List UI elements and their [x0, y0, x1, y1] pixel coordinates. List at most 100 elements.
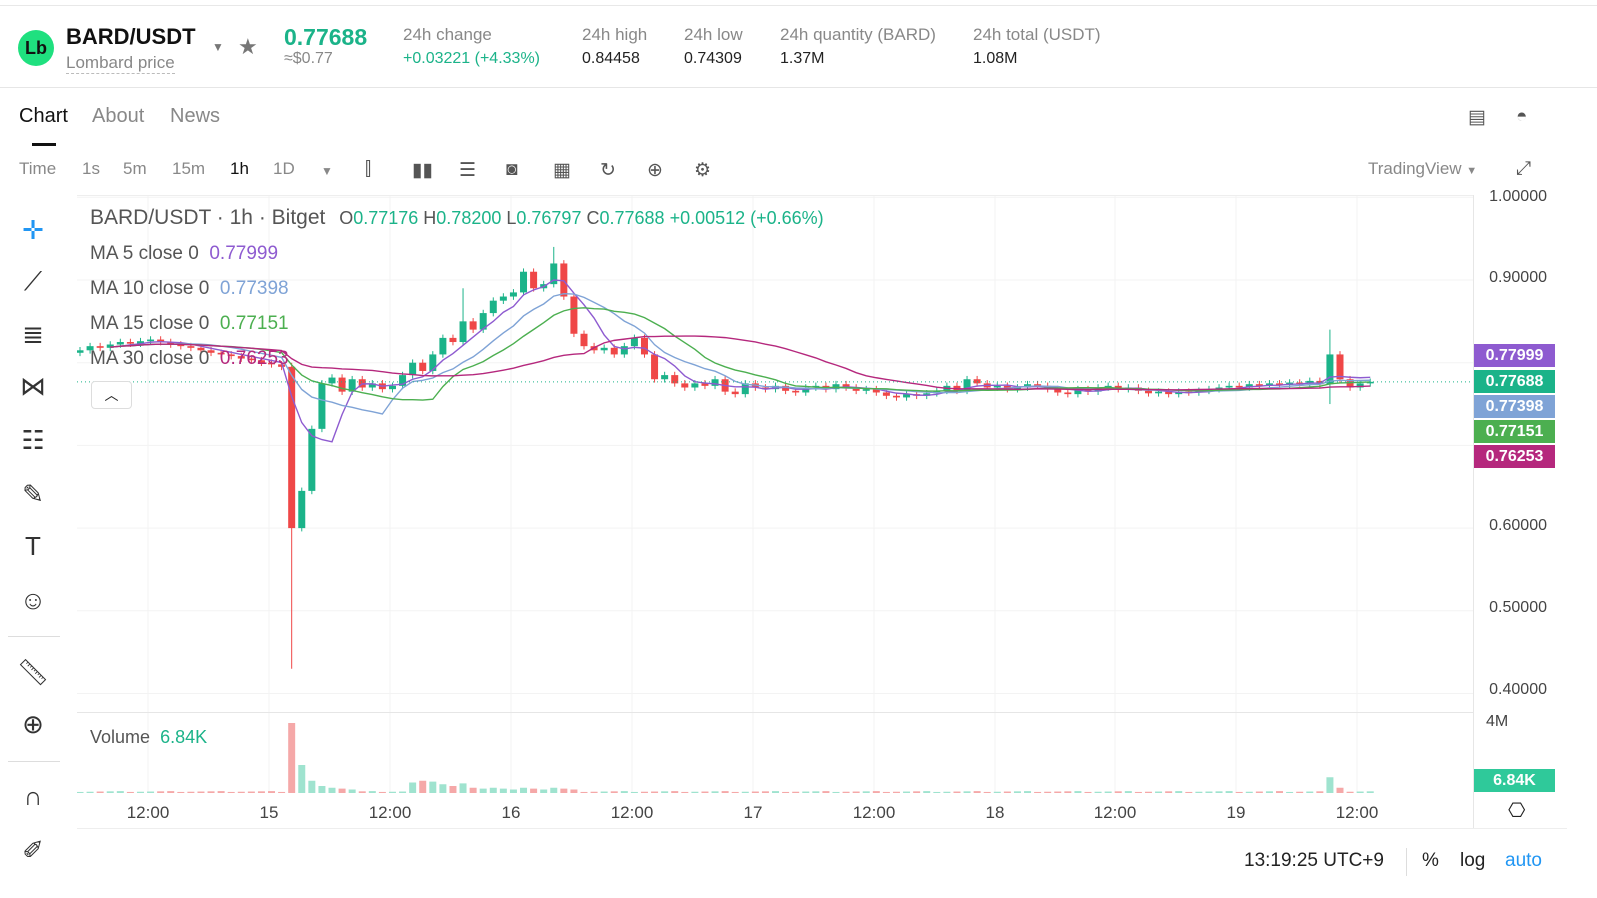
bell-icon[interactable]: ◓: [1516, 106, 1528, 127]
volume-bar: [761, 791, 769, 793]
chevron-down-icon[interactable]: ▼: [321, 164, 333, 178]
refresh-icon[interactable]: ↻: [600, 160, 616, 181]
stat-label: 24h high: [582, 25, 648, 44]
auto-toggle[interactable]: auto: [1505, 850, 1542, 871]
volume-bar: [237, 791, 245, 793]
volume-bar: [1064, 791, 1072, 793]
crosshair-icon[interactable]: ✛: [22, 214, 44, 245]
text-icon[interactable]: T: [25, 530, 41, 561]
ohlc-low: 0.76797: [516, 208, 582, 228]
volume-bar: [862, 791, 870, 793]
candle-body: [439, 337, 447, 355]
axis-divider: [77, 828, 1567, 829]
ma5-legend[interactable]: MA 5 close 0 0.77999: [90, 243, 278, 265]
price-tick: 0.90000: [1489, 269, 1547, 286]
candle-body: [1225, 385, 1233, 388]
volume-bar: [1034, 791, 1042, 793]
log-toggle[interactable]: log: [1460, 850, 1486, 871]
volume-bar: [560, 788, 568, 793]
candle-body: [903, 394, 911, 398]
ma15-price-label: 0.77151: [1474, 420, 1555, 443]
volume-bar: [822, 791, 830, 793]
candle-body: [479, 313, 487, 330]
zoom-in-icon[interactable]: ⊕: [22, 708, 44, 739]
volume-bar: [388, 791, 396, 793]
candle-body: [792, 390, 800, 393]
calendar-icon[interactable]: ▦: [553, 160, 571, 181]
interval-time[interactable]: Time: [19, 159, 57, 178]
candle-body: [1235, 385, 1243, 388]
bar-chart-icon[interactable]: ⫿: [365, 159, 372, 180]
lock-drawing-icon[interactable]: ✐: [22, 834, 44, 865]
pattern-icon[interactable]: ⋈: [20, 370, 46, 401]
ma30-line: [110, 335, 1371, 391]
candle-body: [691, 383, 699, 388]
volume-bar: [852, 791, 860, 793]
percent-toggle[interactable]: %: [1422, 850, 1439, 871]
volume-bar: [479, 788, 487, 793]
gear-icon[interactable]: ⚙: [694, 160, 712, 181]
ma10-legend[interactable]: MA 10 close 0 0.77398: [90, 278, 289, 300]
volume-bar: [1094, 791, 1102, 793]
volume-bar: [247, 791, 255, 793]
volume-bar: [983, 791, 991, 793]
magnet-icon[interactable]: ∩: [23, 780, 43, 811]
interval-1h[interactable]: 1h: [230, 159, 249, 178]
volume-bar: [1114, 791, 1122, 793]
interval-15m[interactable]: 15m: [172, 159, 206, 178]
ma15-legend[interactable]: MA 15 close 0 0.77151: [90, 313, 289, 335]
candle-body: [802, 387, 810, 393]
star-icon[interactable]: ★: [238, 34, 258, 59]
active-tab-indicator: [32, 143, 56, 146]
emoji-icon[interactable]: ☺: [19, 584, 47, 615]
pair-title[interactable]: BARD/USDT: [66, 24, 196, 49]
clock[interactable]: 13:19:25 UTC+9: [1244, 850, 1384, 871]
stat-value: 0.74309: [684, 50, 742, 67]
candle-body: [429, 354, 437, 371]
add-icon[interactable]: ⊕: [647, 160, 663, 181]
volume-bar: [1336, 787, 1344, 793]
fib-icon[interactable]: ☷: [21, 424, 45, 455]
volume-bar: [1255, 791, 1263, 793]
volume-bar: [792, 791, 800, 793]
last-price-label: 0.77688: [1474, 370, 1555, 393]
document-icon[interactable]: ▤: [1468, 107, 1486, 128]
volume-bar: [530, 788, 538, 793]
candles-icon[interactable]: ▮▮: [412, 160, 433, 181]
interval-5m[interactable]: 5m: [123, 159, 147, 178]
indicators-icon[interactable]: ☰: [459, 160, 477, 181]
volume-bar: [943, 791, 951, 793]
collapse-legend-button[interactable]: ︿: [91, 381, 132, 409]
interval-1d[interactable]: 1D: [273, 159, 295, 178]
settings-icon[interactable]: ⎔: [1508, 800, 1526, 822]
candle-body: [116, 342, 124, 345]
interval-1s[interactable]: 1s: [82, 159, 100, 178]
horizontal-lines-icon[interactable]: ≣: [22, 318, 44, 349]
candle-body: [651, 354, 659, 380]
brush-icon[interactable]: ✎: [22, 478, 44, 509]
fullscreen-icon[interactable]: ⤢: [1516, 158, 1532, 179]
chevron-down-icon[interactable]: ▼: [212, 40, 224, 54]
tab-about[interactable]: About: [92, 105, 145, 127]
volume-bar: [136, 791, 144, 793]
candle-body: [1336, 354, 1344, 380]
tab-news[interactable]: News: [170, 105, 221, 127]
stat-value: 1.08M: [973, 50, 1018, 67]
price-axis[interactable]: 1.00000 0.90000 0.60000 0.50000 0.40000 …: [1473, 188, 1567, 828]
pair-subtitle[interactable]: Lombard price: [66, 53, 175, 74]
ruler-icon[interactable]: 📏︎: [16, 656, 50, 687]
volume-bar: [368, 791, 376, 793]
candlestick-chart[interactable]: [76, 196, 1473, 829]
candle-body: [298, 490, 306, 529]
candle-body: [1326, 354, 1334, 385]
time-tick: 12:00: [1335, 803, 1379, 822]
chart-provider-select[interactable]: TradingView ▼: [1368, 159, 1477, 179]
ma-label: MA 15 close 0: [90, 313, 210, 334]
ma30-legend[interactable]: MA 30 close 0 0.76253: [90, 348, 289, 370]
volume-bar: [630, 791, 638, 793]
chart-area[interactable]: [76, 195, 1473, 793]
ma30-price-label: 0.76253: [1474, 445, 1555, 468]
trend-line-icon[interactable]: ⟋: [23, 266, 43, 296]
camera-icon[interactable]: ◙: [506, 159, 518, 180]
tab-chart[interactable]: Chart: [19, 105, 68, 127]
